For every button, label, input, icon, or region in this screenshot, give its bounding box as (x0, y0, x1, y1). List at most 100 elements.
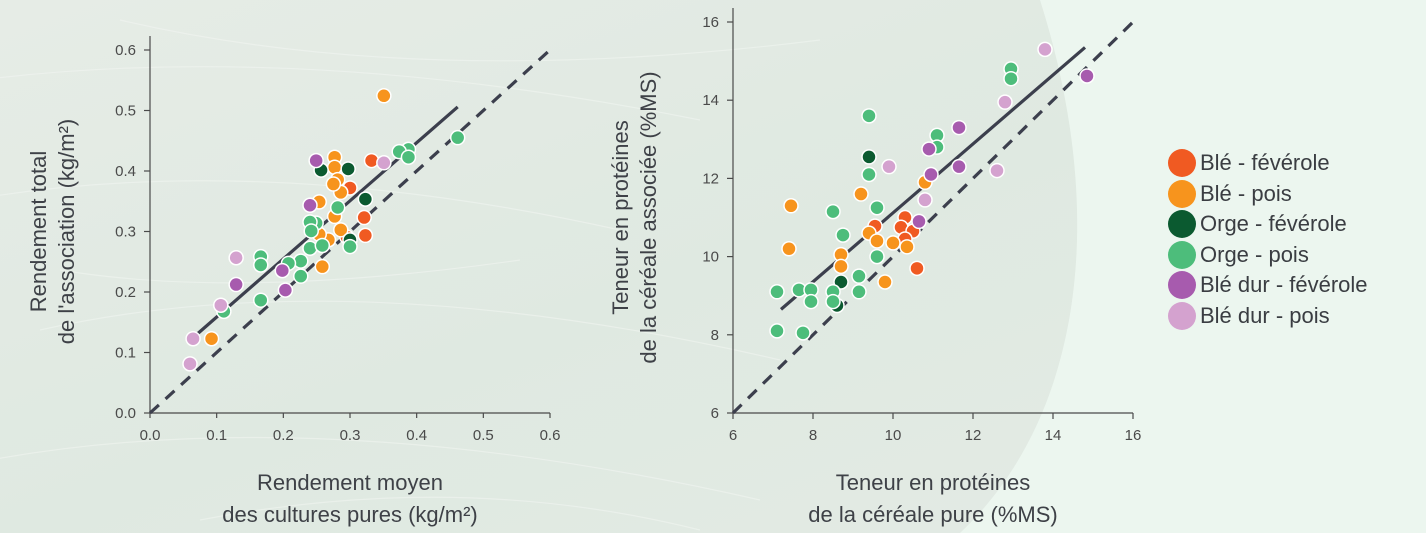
data-point (997, 94, 1013, 110)
y-tick-label: 14 (702, 92, 719, 109)
x-tick-label: 0.6 (540, 427, 561, 444)
data-point (303, 223, 319, 239)
x-axis-label: des cultures pures (kg/m²) (222, 502, 478, 527)
data-point (325, 176, 342, 192)
legend-marker (1168, 301, 1196, 330)
legend-marker (1168, 210, 1196, 239)
data-point (909, 260, 925, 277)
data-point (861, 108, 877, 124)
legend-marker (1168, 149, 1196, 178)
data-point (917, 192, 933, 208)
data-point (213, 297, 229, 313)
data-point (861, 149, 877, 165)
legend-label: Blé - févérole (1200, 150, 1330, 176)
y-tick-label: 0.4 (115, 163, 136, 180)
y-tick-label: 0.3 (115, 224, 136, 241)
data-point (881, 158, 897, 175)
data-point (911, 213, 927, 230)
data-point (803, 293, 819, 310)
data-point (342, 238, 358, 255)
x-tick-label: 0.4 (406, 427, 427, 444)
y-tick-label: 0.6 (115, 42, 136, 59)
data-point (449, 129, 466, 146)
y-tick-label: 0.1 (115, 345, 136, 362)
x-tick-label: 12 (965, 427, 982, 444)
series-bledur_feverole (911, 68, 1095, 230)
data-point (869, 248, 885, 265)
data-point (1003, 70, 1019, 87)
data-point (833, 258, 849, 275)
data-point (899, 239, 915, 255)
legend-marker (1168, 240, 1196, 269)
x-tick-label: 16 (1125, 427, 1142, 444)
y-tick-label: 12 (702, 170, 719, 187)
data-point (357, 191, 374, 207)
legend-item: Blé - pois (1168, 179, 1368, 210)
data-point (356, 209, 372, 226)
legend-marker (1168, 179, 1196, 208)
legend-item: Orge - pois (1168, 240, 1368, 271)
data-point (253, 292, 269, 308)
data-point (357, 227, 374, 244)
x-axis-label: Rendement moyen (257, 470, 443, 495)
data-point (951, 158, 967, 175)
data-point (376, 155, 392, 171)
data-point (203, 330, 220, 347)
data-point (853, 186, 869, 202)
data-point (923, 166, 939, 183)
x-tick-label: 0.0 (140, 427, 161, 444)
data-point (293, 268, 309, 284)
data-point (333, 222, 349, 238)
series-orge_pois (769, 61, 1019, 341)
data-point (228, 249, 244, 266)
data-point (1037, 41, 1053, 58)
x-axis-label: Teneur en protéines (836, 470, 1030, 495)
data-point (861, 166, 877, 183)
data-point (781, 241, 797, 257)
y-tick-label: 0.0 (115, 405, 136, 422)
series-bledur_feverole (228, 152, 324, 298)
series-ble_pois (203, 88, 392, 347)
data-point (825, 203, 841, 220)
data-point (835, 227, 851, 243)
y-axis-label: Rendement total (26, 151, 51, 312)
x-tick-label: 0.3 (340, 427, 361, 444)
legend-label: Blé dur - pois (1200, 302, 1330, 328)
data-point (851, 284, 867, 300)
identity-line (731, 20, 1135, 415)
data-point (795, 325, 811, 341)
y-tick-label: 6 (711, 405, 719, 422)
data-point (182, 356, 198, 372)
data-point (302, 197, 318, 214)
legend-item: Blé dur - pois (1168, 301, 1368, 332)
legend: Blé - févérole Blé - pois Orge - févérole O… (1168, 148, 1368, 331)
legend-item: Orge - févérole (1168, 209, 1368, 240)
data-point (376, 88, 392, 104)
y-axis-label: de la céréale associée (%MS) (636, 71, 661, 363)
y-tick-label: 10 (702, 249, 719, 266)
legend-item: Blé dur - févérole (1168, 270, 1368, 301)
data-point (869, 199, 885, 216)
x-tick-label: 14 (1045, 427, 1062, 444)
y-tick-label: 16 (702, 14, 719, 31)
x-tick-label: 0.5 (473, 427, 494, 444)
data-point (851, 268, 867, 284)
legend-label: Blé dur - févérole (1200, 272, 1368, 298)
data-point (308, 152, 324, 169)
data-point (314, 258, 331, 275)
y-axis-label: de l'association (kg/m²) (54, 119, 79, 345)
fit-line (192, 105, 459, 339)
data-point (400, 149, 417, 165)
x-tick-label: 0.1 (206, 427, 227, 444)
y-axis-label: Teneur en protéines (608, 120, 633, 314)
data-point (869, 233, 885, 249)
data-point (329, 199, 346, 216)
data-point (277, 282, 294, 298)
series-bledur_pois (881, 41, 1053, 208)
data-point (877, 274, 893, 290)
data-point (921, 141, 937, 157)
data-point (951, 119, 967, 136)
data-point (989, 162, 1005, 179)
